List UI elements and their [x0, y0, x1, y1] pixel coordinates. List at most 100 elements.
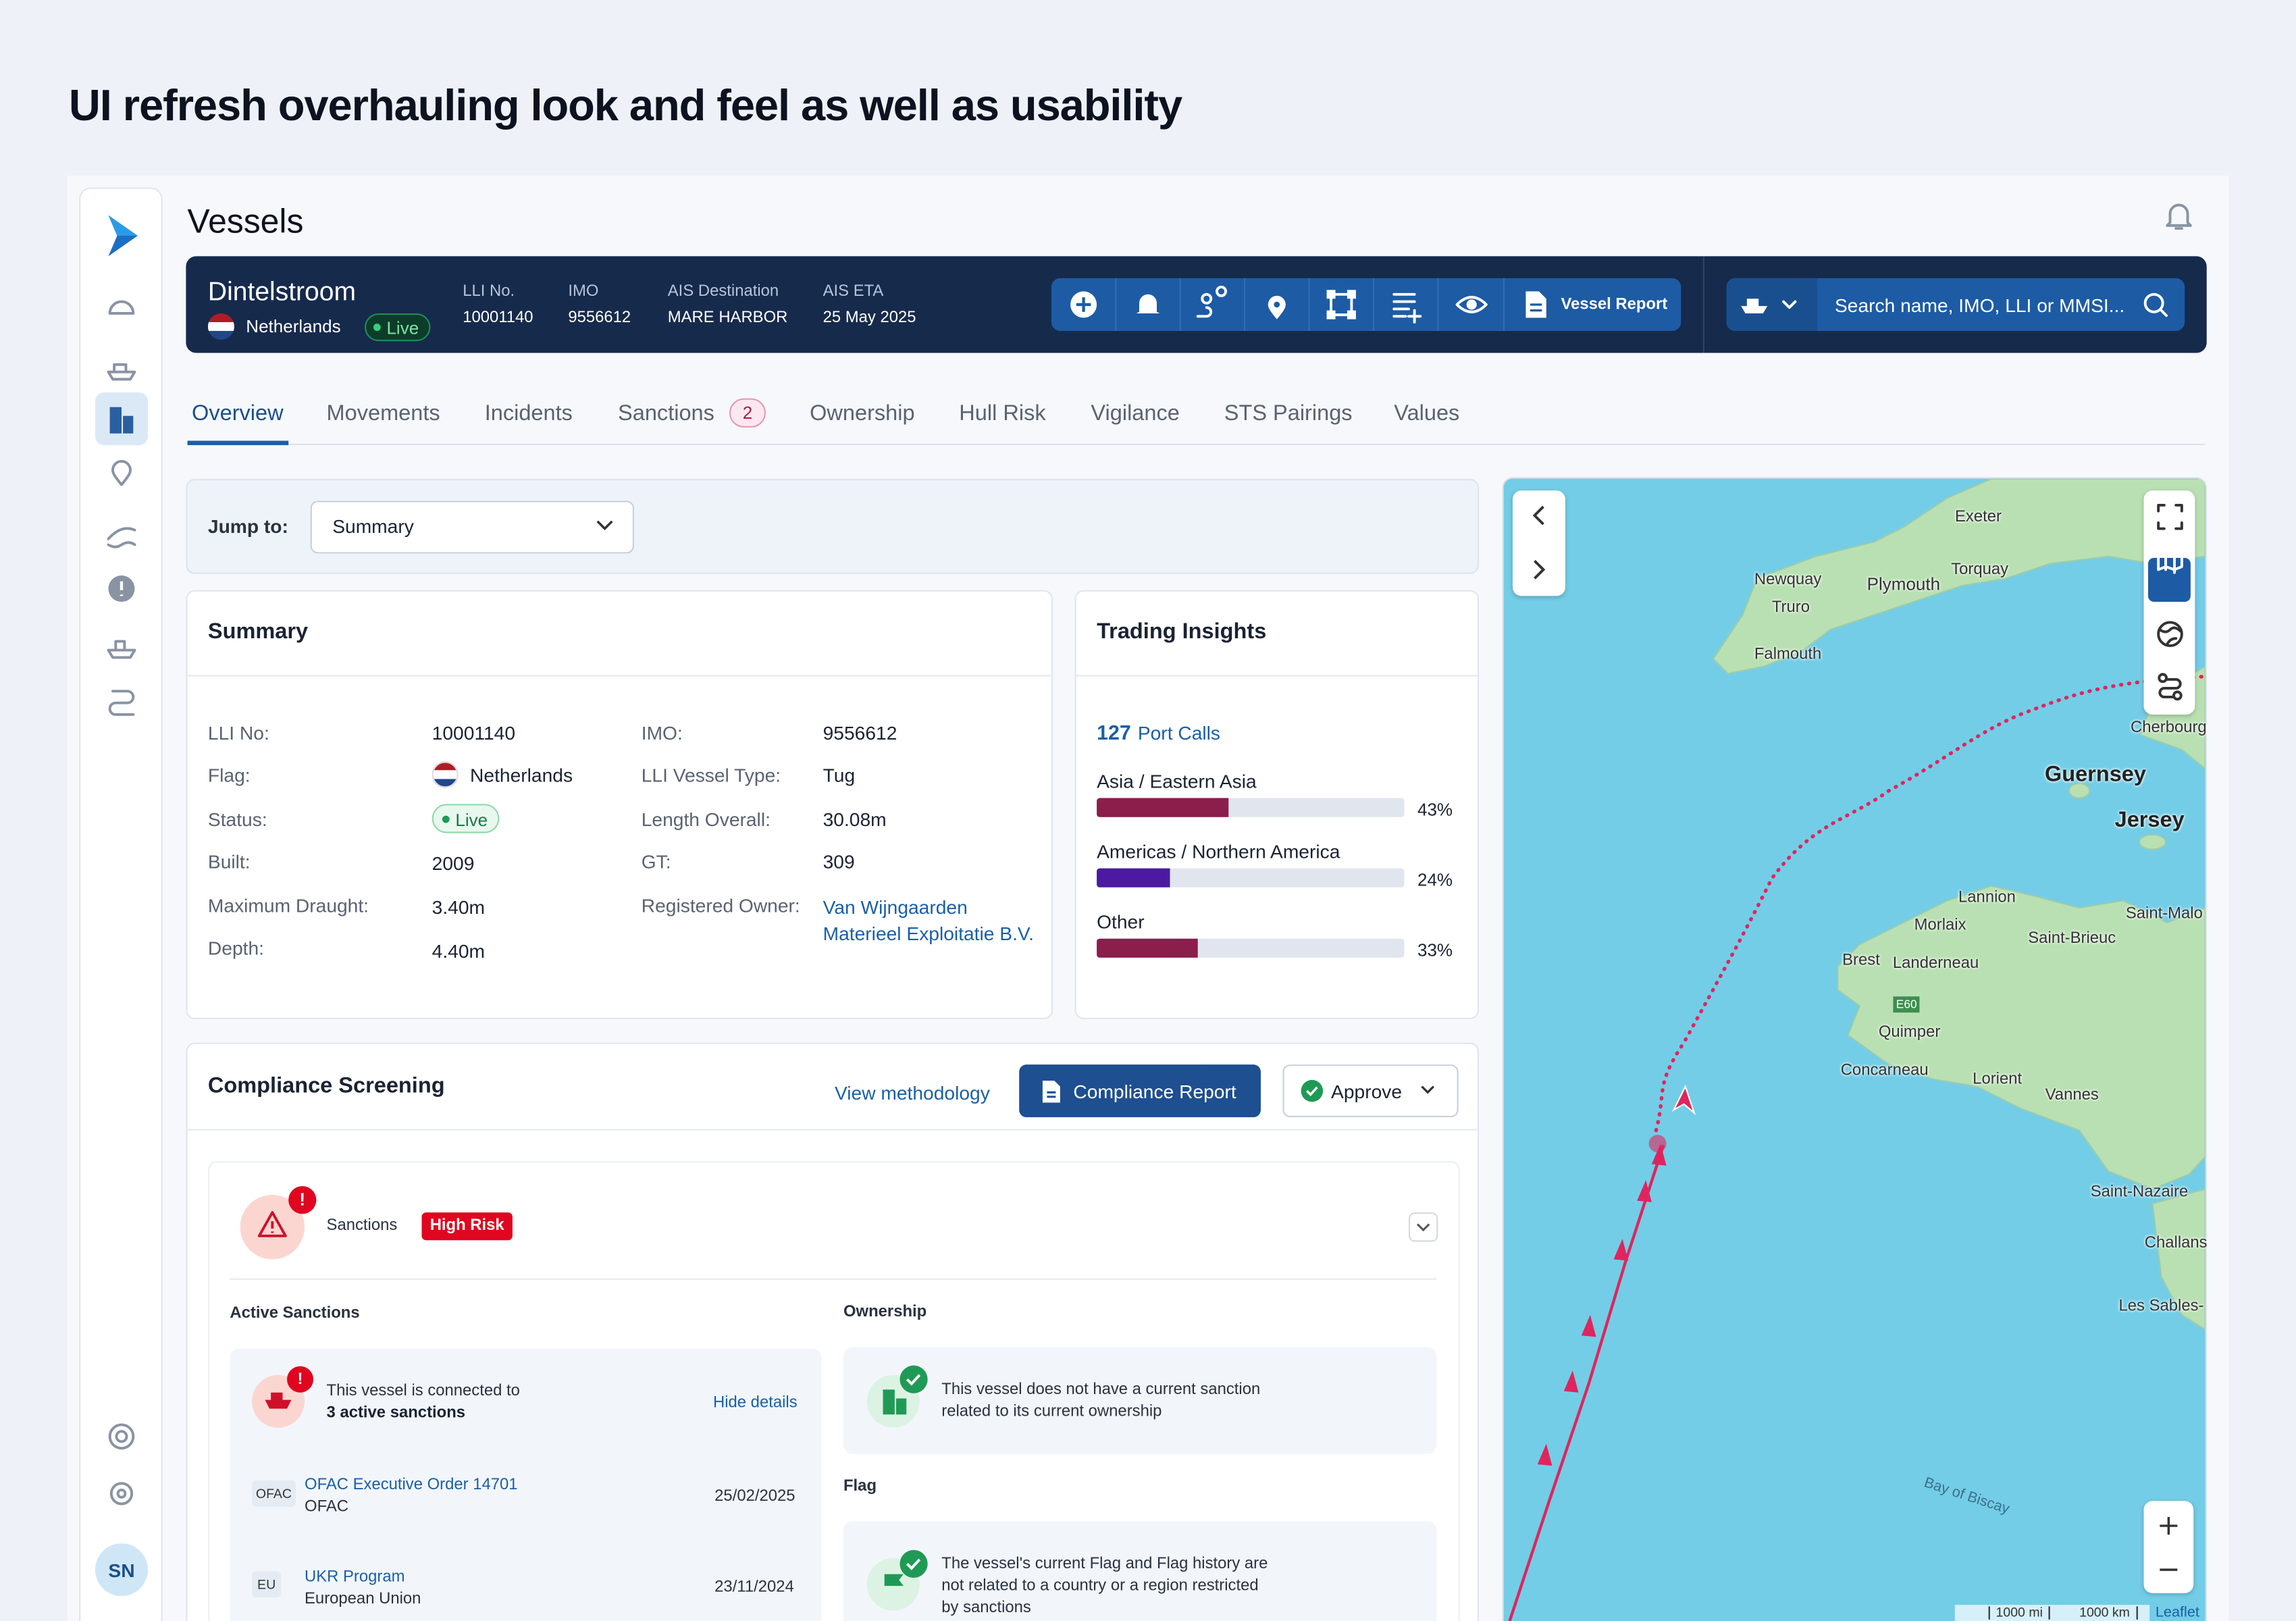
- jump-value[interactable]: Summary: [332, 515, 414, 538]
- summary-label: Registered Owner:: [641, 894, 800, 917]
- active-sanctions-box: [230, 1348, 822, 1621]
- map-tools[interactable]: [2143, 490, 2195, 715]
- sanction-title[interactable]: OFAC Executive Order 14701: [305, 1476, 518, 1494]
- region-name: Asia / Eastern Asia: [1097, 770, 1257, 792]
- jump-label: Jump to:: [207, 515, 288, 538]
- summary-value: 2009: [432, 852, 475, 875]
- section-title: Ownership: [843, 1303, 927, 1321]
- nav-bottom-icons[interactable]: [107, 1422, 136, 1510]
- summary-label: GT:: [641, 850, 671, 873]
- map-label: Saint-Nazaire: [2090, 1183, 2189, 1201]
- search-icon[interactable]: [2142, 291, 2168, 317]
- sanction-issuer: European Union: [305, 1590, 421, 1608]
- tab[interactable]: Values: [1394, 401, 1460, 426]
- map-label: Landerneau: [1892, 954, 1979, 973]
- tab[interactable]: Sanctions: [618, 401, 714, 426]
- divider: [1702, 256, 1704, 353]
- map[interactable]: [1502, 477, 2207, 1621]
- ownership-text: related to its current ownership: [941, 1402, 1162, 1420]
- map-label: Morlaix: [1914, 917, 1966, 935]
- sanctions-intro: This vessel is connected to: [326, 1382, 520, 1400]
- summary-value: 30.08m: [823, 808, 887, 831]
- collapse-button[interactable]: [1408, 1212, 1438, 1242]
- alert-badge: !: [287, 1366, 314, 1393]
- doc-icon: [1042, 1080, 1060, 1103]
- tab-indicator: [187, 440, 289, 446]
- field-value: 25 May 2025: [823, 309, 916, 327]
- tab[interactable]: Movements: [326, 401, 440, 426]
- tab[interactable]: Ownership: [810, 401, 915, 426]
- summary-label: Length Overall:: [641, 808, 771, 831]
- ownership-box: [843, 1347, 1437, 1454]
- card-title: Summary: [207, 619, 309, 644]
- map-label: Quimper: [1878, 1023, 1941, 1041]
- registered-owner-link[interactable]: Van Wijngaarden Materieel Exploitatie B.…: [823, 896, 1034, 945]
- map-attribution[interactable]: Leaflet: [2155, 1605, 2199, 1621]
- tab[interactable]: Hull Risk: [959, 401, 1046, 426]
- flag-text: not related to a country or a region res…: [941, 1576, 1259, 1595]
- divider: [1076, 675, 1478, 677]
- avatar[interactable]: SN: [95, 1543, 149, 1597]
- tab[interactable]: STS Pairings: [1224, 401, 1353, 426]
- map-label: E60: [1893, 996, 1920, 1013]
- toolbar-icons[interactable]: [1051, 278, 1681, 331]
- map-label: Torquay: [1951, 561, 2009, 579]
- summary-label: Depth:: [207, 937, 264, 960]
- field-value: 9556612: [568, 309, 631, 327]
- section-title: Active Sanctions: [230, 1304, 360, 1322]
- vessel-icon: [265, 1392, 292, 1409]
- tab[interactable]: Vigilance: [1091, 401, 1180, 426]
- map-label: Newquay: [1754, 571, 1822, 589]
- map-label: Concarneau: [1840, 1061, 1929, 1079]
- field-value: MARE HARBOR: [667, 309, 788, 327]
- map-label: Saint-Brieuc: [2028, 929, 2116, 948]
- summary-label: LLI No:: [207, 721, 269, 744]
- sanctions-count: 3 active sanctions: [326, 1404, 466, 1422]
- notifications[interactable]: [2166, 202, 2192, 231]
- methodology-link[interactable]: View methodology: [834, 1082, 990, 1104]
- map-label: Exeter: [1954, 508, 2002, 526]
- summary-value: Live: [455, 809, 488, 831]
- section-title: Flag: [843, 1477, 877, 1495]
- warning-icon: [257, 1211, 287, 1237]
- map-label: Falmouth: [1754, 646, 1822, 664]
- nav-icons[interactable]: [107, 290, 136, 729]
- tab[interactable]: Incidents: [484, 401, 573, 426]
- summary-label: Built:: [207, 850, 251, 873]
- tab[interactable]: Overview: [192, 401, 284, 426]
- tabs-line: [187, 443, 2206, 446]
- map-label: Brest: [1842, 952, 1880, 970]
- jump-select[interactable]: [310, 500, 634, 554]
- flag-text: by sanctions: [941, 1599, 1031, 1617]
- map-label: Truro: [1771, 598, 1810, 617]
- search-filter[interactable]: [1726, 278, 1817, 331]
- port-calls-count: 127: [1097, 720, 1131, 744]
- approve-text[interactable]: Approve: [1331, 1080, 1403, 1103]
- map-label: Challans: [2144, 1234, 2208, 1252]
- zoom-icons[interactable]: [2158, 1516, 2178, 1580]
- sanction-title[interactable]: UKR Program: [305, 1568, 405, 1586]
- hide-details-link[interactable]: Hide details: [712, 1393, 798, 1412]
- sanction-date: 25/02/2025: [714, 1487, 795, 1506]
- map-layer: [1508, 478, 2206, 1621]
- bar-label: 33%: [1417, 940, 1453, 961]
- card-title: Compliance Screening: [207, 1073, 445, 1098]
- zoom-control[interactable]: [2143, 1501, 2194, 1593]
- map-nav[interactable]: [1512, 490, 1565, 596]
- bar: [1097, 798, 1229, 817]
- map-tool-icons[interactable]: [2156, 503, 2185, 704]
- vessel-report-button[interactable]: Vessel Report: [1561, 295, 1668, 313]
- compliance-report-text[interactable]: Compliance Report: [1073, 1080, 1236, 1103]
- port-calls-label: Port Calls: [1137, 721, 1221, 744]
- ownership-text: This vessel does not have a current sanc…: [941, 1381, 1261, 1399]
- map-nav-arrows[interactable]: [1530, 505, 1548, 582]
- map-label: Les Sables-: [2118, 1297, 2204, 1315]
- bar-label: 24%: [1417, 869, 1453, 891]
- field-label: LLI No.: [463, 282, 515, 301]
- summary-value: Tug: [823, 764, 856, 787]
- issuer-code: OFAC: [251, 1480, 296, 1507]
- chevron: [596, 520, 613, 531]
- search-placeholder[interactable]: Search name, IMO, LLI or MMSI...: [1834, 294, 2125, 317]
